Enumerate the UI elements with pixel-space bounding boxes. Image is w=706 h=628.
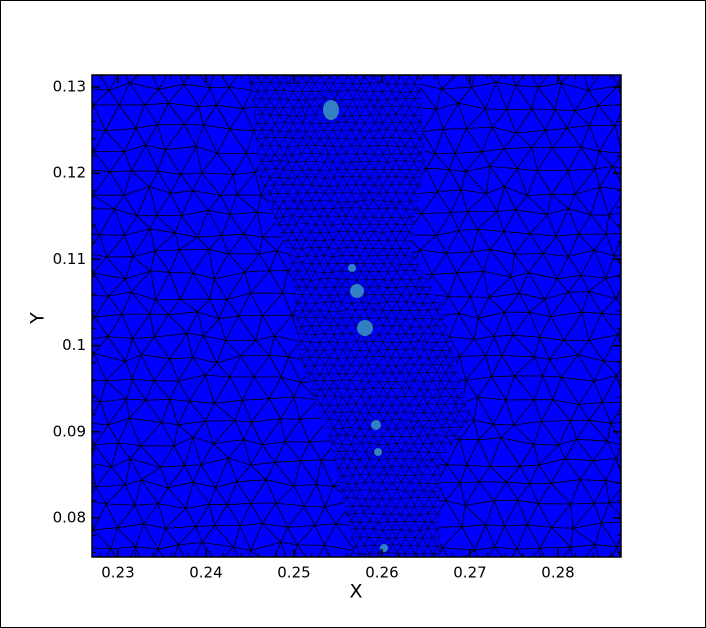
field-spot bbox=[348, 264, 356, 272]
field-spot bbox=[357, 320, 373, 336]
y-axis-title: Y bbox=[27, 312, 49, 325]
field-spot bbox=[371, 420, 381, 430]
x-tick-label: 0.23 bbox=[101, 564, 134, 582]
field-spot bbox=[380, 544, 388, 552]
x-tick-label: 0.24 bbox=[189, 564, 222, 582]
y-tick-label: 0.13 bbox=[53, 77, 86, 95]
field-spot bbox=[374, 448, 382, 456]
x-tick-label: 0.27 bbox=[453, 564, 486, 582]
plot-border bbox=[91, 74, 622, 558]
y-tick-label: 0.09 bbox=[53, 422, 86, 440]
x-tick-label: 0.26 bbox=[365, 564, 398, 582]
y-tick-label: 0.08 bbox=[53, 509, 86, 527]
x-tick-label: 0.25 bbox=[277, 564, 310, 582]
y-tick-label: 0.12 bbox=[53, 164, 86, 182]
y-tick-label: 0.11 bbox=[53, 250, 86, 268]
y-tick-label: 0.1 bbox=[62, 336, 86, 354]
x-axis-title: X bbox=[349, 581, 362, 603]
plot-area bbox=[92, 75, 621, 557]
field-spot bbox=[350, 284, 364, 298]
x-tick-label: 0.28 bbox=[541, 564, 574, 582]
field-spot bbox=[323, 100, 339, 120]
